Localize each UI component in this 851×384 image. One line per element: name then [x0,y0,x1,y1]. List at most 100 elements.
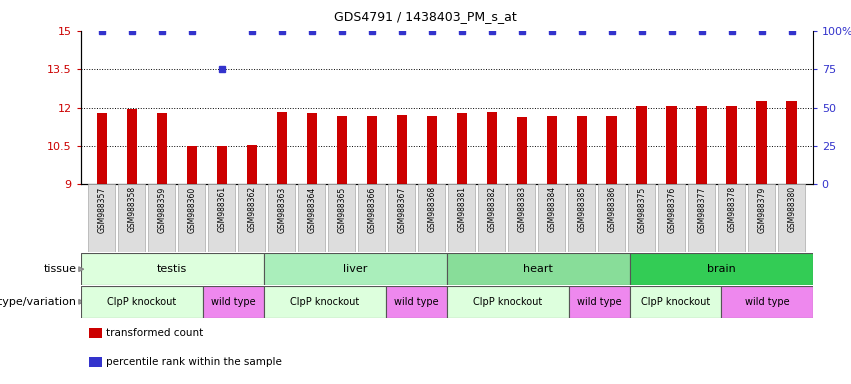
Text: wild type: wild type [394,297,438,307]
FancyBboxPatch shape [539,184,565,252]
Text: GSM988364: GSM988364 [307,186,317,233]
FancyBboxPatch shape [419,184,445,252]
FancyBboxPatch shape [268,184,295,252]
FancyBboxPatch shape [568,184,595,252]
Bar [367,116,377,184]
Text: genotype/variation: genotype/variation [0,297,77,307]
Text: GSM988381: GSM988381 [457,186,466,232]
FancyBboxPatch shape [447,253,630,285]
Text: GSM988368: GSM988368 [427,186,437,232]
Bar [546,116,557,184]
Bar [576,116,587,184]
Bar [186,146,197,184]
Text: wild type: wild type [745,297,789,307]
FancyBboxPatch shape [721,286,813,318]
Text: GSM988380: GSM988380 [787,186,797,232]
Bar [727,106,737,184]
Bar [487,112,497,184]
Text: GSM988367: GSM988367 [397,186,406,233]
FancyBboxPatch shape [179,184,205,252]
Text: GSM988359: GSM988359 [157,186,166,233]
Text: GSM988362: GSM988362 [248,186,256,232]
FancyBboxPatch shape [264,253,447,285]
Text: GSM988383: GSM988383 [517,186,526,232]
FancyBboxPatch shape [688,184,715,252]
FancyBboxPatch shape [447,286,568,318]
Text: wild type: wild type [211,297,255,307]
FancyBboxPatch shape [203,286,264,318]
Bar [786,101,797,184]
Text: heart: heart [523,264,553,274]
Bar [277,112,287,184]
Text: GSM988384: GSM988384 [547,186,557,232]
FancyBboxPatch shape [448,184,475,252]
Bar [157,113,167,184]
Bar [306,113,317,184]
Bar [696,106,707,184]
Bar [97,113,107,184]
Text: GSM988375: GSM988375 [637,186,646,233]
Bar [216,146,227,184]
FancyBboxPatch shape [508,184,535,252]
FancyBboxPatch shape [658,184,685,252]
Text: GSM988366: GSM988366 [368,186,376,233]
Text: GSM988386: GSM988386 [608,186,616,232]
FancyBboxPatch shape [628,184,655,252]
Bar [127,109,137,184]
Text: ClpP knockout: ClpP knockout [290,297,359,307]
FancyBboxPatch shape [630,253,813,285]
Text: liver: liver [343,264,368,274]
Text: GSM988360: GSM988360 [187,186,197,233]
FancyBboxPatch shape [264,286,386,318]
Bar [336,116,347,184]
FancyBboxPatch shape [81,286,203,318]
FancyBboxPatch shape [238,184,266,252]
Text: GSM988377: GSM988377 [697,186,706,233]
Bar [397,115,407,184]
FancyBboxPatch shape [568,286,630,318]
Text: percentile rank within the sample: percentile rank within the sample [106,357,283,367]
Text: wild type: wild type [577,297,621,307]
FancyBboxPatch shape [386,286,447,318]
Text: GDS4791 / 1438403_PM_s_at: GDS4791 / 1438403_PM_s_at [334,10,517,23]
Text: GSM988379: GSM988379 [757,186,766,233]
FancyBboxPatch shape [388,184,415,252]
FancyBboxPatch shape [89,184,116,252]
Text: GSM988358: GSM988358 [128,186,136,232]
Text: tissue: tissue [43,264,77,274]
Bar [607,116,617,184]
Bar [517,117,527,184]
Text: GSM988385: GSM988385 [577,186,586,232]
Text: GSM988378: GSM988378 [728,186,736,232]
Text: GSM988365: GSM988365 [337,186,346,233]
Text: testis: testis [157,264,187,274]
FancyBboxPatch shape [778,184,805,252]
FancyBboxPatch shape [148,184,175,252]
FancyBboxPatch shape [208,184,236,252]
Text: transformed count: transformed count [106,328,203,338]
Text: GSM988361: GSM988361 [217,186,226,232]
FancyBboxPatch shape [630,286,721,318]
Text: GSM988357: GSM988357 [97,186,106,233]
FancyBboxPatch shape [598,184,625,252]
Bar [637,106,647,184]
FancyBboxPatch shape [748,184,775,252]
Bar [757,101,767,184]
FancyBboxPatch shape [299,184,325,252]
Text: brain: brain [707,264,735,274]
FancyBboxPatch shape [478,184,505,252]
FancyBboxPatch shape [358,184,386,252]
Text: ClpP knockout: ClpP knockout [473,297,542,307]
Text: GSM988363: GSM988363 [277,186,286,233]
FancyBboxPatch shape [81,253,264,285]
Text: ClpP knockout: ClpP knockout [641,297,710,307]
FancyBboxPatch shape [328,184,355,252]
Text: GSM988376: GSM988376 [667,186,677,233]
Text: ClpP knockout: ClpP knockout [107,297,176,307]
FancyBboxPatch shape [118,184,146,252]
Bar [666,106,677,184]
Bar [247,145,257,184]
Bar [456,113,467,184]
Text: GSM988382: GSM988382 [488,186,496,232]
Bar [426,116,437,184]
